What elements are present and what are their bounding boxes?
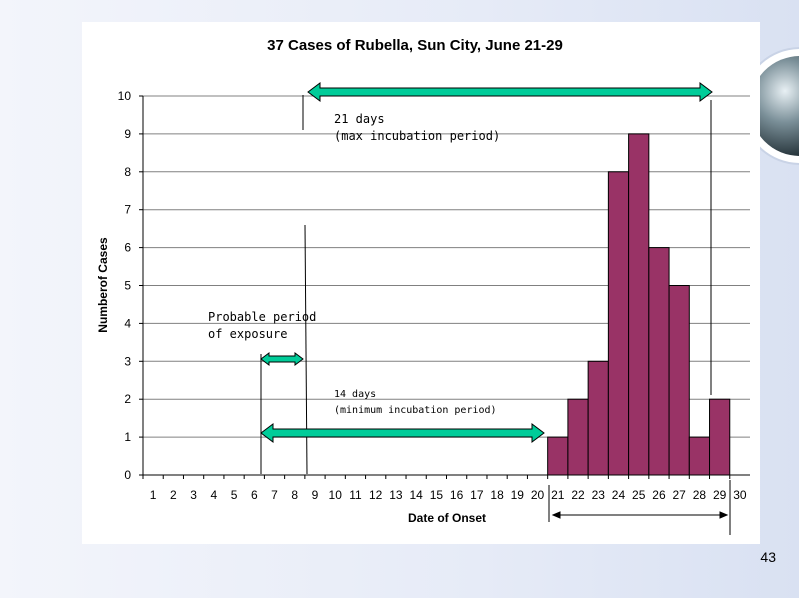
y-tick-label: 6 xyxy=(124,241,131,255)
y-tick-label: 2 xyxy=(124,392,131,406)
min-incubation-label: (minimum incubation period) xyxy=(334,405,497,416)
bar-day-26 xyxy=(648,247,670,476)
y-tick-label: 7 xyxy=(124,203,131,217)
exposure-arrow xyxy=(260,352,304,366)
x-tick-label: 13 xyxy=(389,488,403,502)
exposure-label-line1: Probable period xyxy=(208,310,316,324)
x-tick-label: 29 xyxy=(713,488,727,502)
x-tick-label: 23 xyxy=(592,488,606,502)
x-tick-label: 17 xyxy=(470,488,484,502)
x-tick-label: 2 xyxy=(170,488,177,502)
x-tick-label: 27 xyxy=(673,488,687,502)
bar-day-23 xyxy=(587,360,609,476)
y-tick-label: 10 xyxy=(118,89,132,103)
x-tick-label: 26 xyxy=(652,488,666,502)
max-incubation-days: 21 days xyxy=(334,112,385,126)
x-tick-label: 6 xyxy=(251,488,258,502)
x-tick-label: 19 xyxy=(511,488,525,502)
min-incubation-days: 14 days xyxy=(334,389,376,400)
x-tick-label: 3 xyxy=(190,488,197,502)
x-tick-label: 28 xyxy=(693,488,707,502)
x-tick-label: 1 xyxy=(150,488,157,502)
x-tick-label: 7 xyxy=(271,488,278,502)
x-tick-label: 8 xyxy=(291,488,298,502)
y-tick-label: 0 xyxy=(124,468,131,482)
x-tick-label: 25 xyxy=(632,488,646,502)
x-tick-label: 21 xyxy=(551,488,565,502)
x-tick-label: 5 xyxy=(231,488,238,502)
bar-day-27 xyxy=(668,285,690,476)
x-tick-label: 15 xyxy=(430,488,444,502)
bar-day-25 xyxy=(628,133,650,476)
x-axis-label: Date of Onset xyxy=(408,511,486,525)
x-tick-label: 20 xyxy=(531,488,545,502)
x-tick-label: 11 xyxy=(349,488,362,502)
bar-day-24 xyxy=(607,171,630,476)
y-tick-label: 5 xyxy=(124,279,131,293)
y-tick-label: 3 xyxy=(124,354,131,368)
min-incubation-arrow xyxy=(260,423,545,443)
x-tick-label: 9 xyxy=(312,488,319,502)
y-tick-label: 9 xyxy=(124,127,131,141)
onset-range-arrow xyxy=(551,511,729,519)
bars xyxy=(547,133,731,476)
x-axis-ticks: 1 2 3 4 5 6 7 8 9 10 11 12 13 14 15 16 17 18 19 20 21 22 23 24 2… xyxy=(142,475,747,502)
chart-title: 37 Cases of Rubella, Sun City, June 21-2… xyxy=(267,37,563,54)
x-tick-label: 4 xyxy=(210,488,217,502)
y-tick-label: 8 xyxy=(124,165,131,179)
x-tick-label: 12 xyxy=(369,488,383,502)
bar-day-28 xyxy=(688,436,711,476)
x-tick-label: 30 xyxy=(733,488,747,502)
x-tick-label: 16 xyxy=(450,488,464,502)
y-tick-label: 4 xyxy=(124,316,131,330)
slide-number: 43 xyxy=(760,549,776,565)
bar-day-29 xyxy=(709,398,731,476)
x-tick-label: 14 xyxy=(409,488,423,502)
exposure-label-line2: of exposure xyxy=(208,327,287,341)
bar-day-21 xyxy=(547,436,569,476)
bar-day-22 xyxy=(567,398,589,476)
y-axis-ticks: 0 1 2 3 4 5 6 7 8 9 10 xyxy=(118,89,132,482)
x-tick-label: 22 xyxy=(571,488,585,502)
y-axis-label: Numberof Cases xyxy=(96,237,110,333)
x-tick-label: 10 xyxy=(329,488,343,502)
x-tick-label: 18 xyxy=(490,488,504,502)
x-tick-label: 24 xyxy=(612,488,626,502)
max-incubation-arrow xyxy=(307,82,713,102)
max-incubation-label: (max incubation period) xyxy=(334,129,500,143)
y-tick-label: 1 xyxy=(124,430,131,444)
